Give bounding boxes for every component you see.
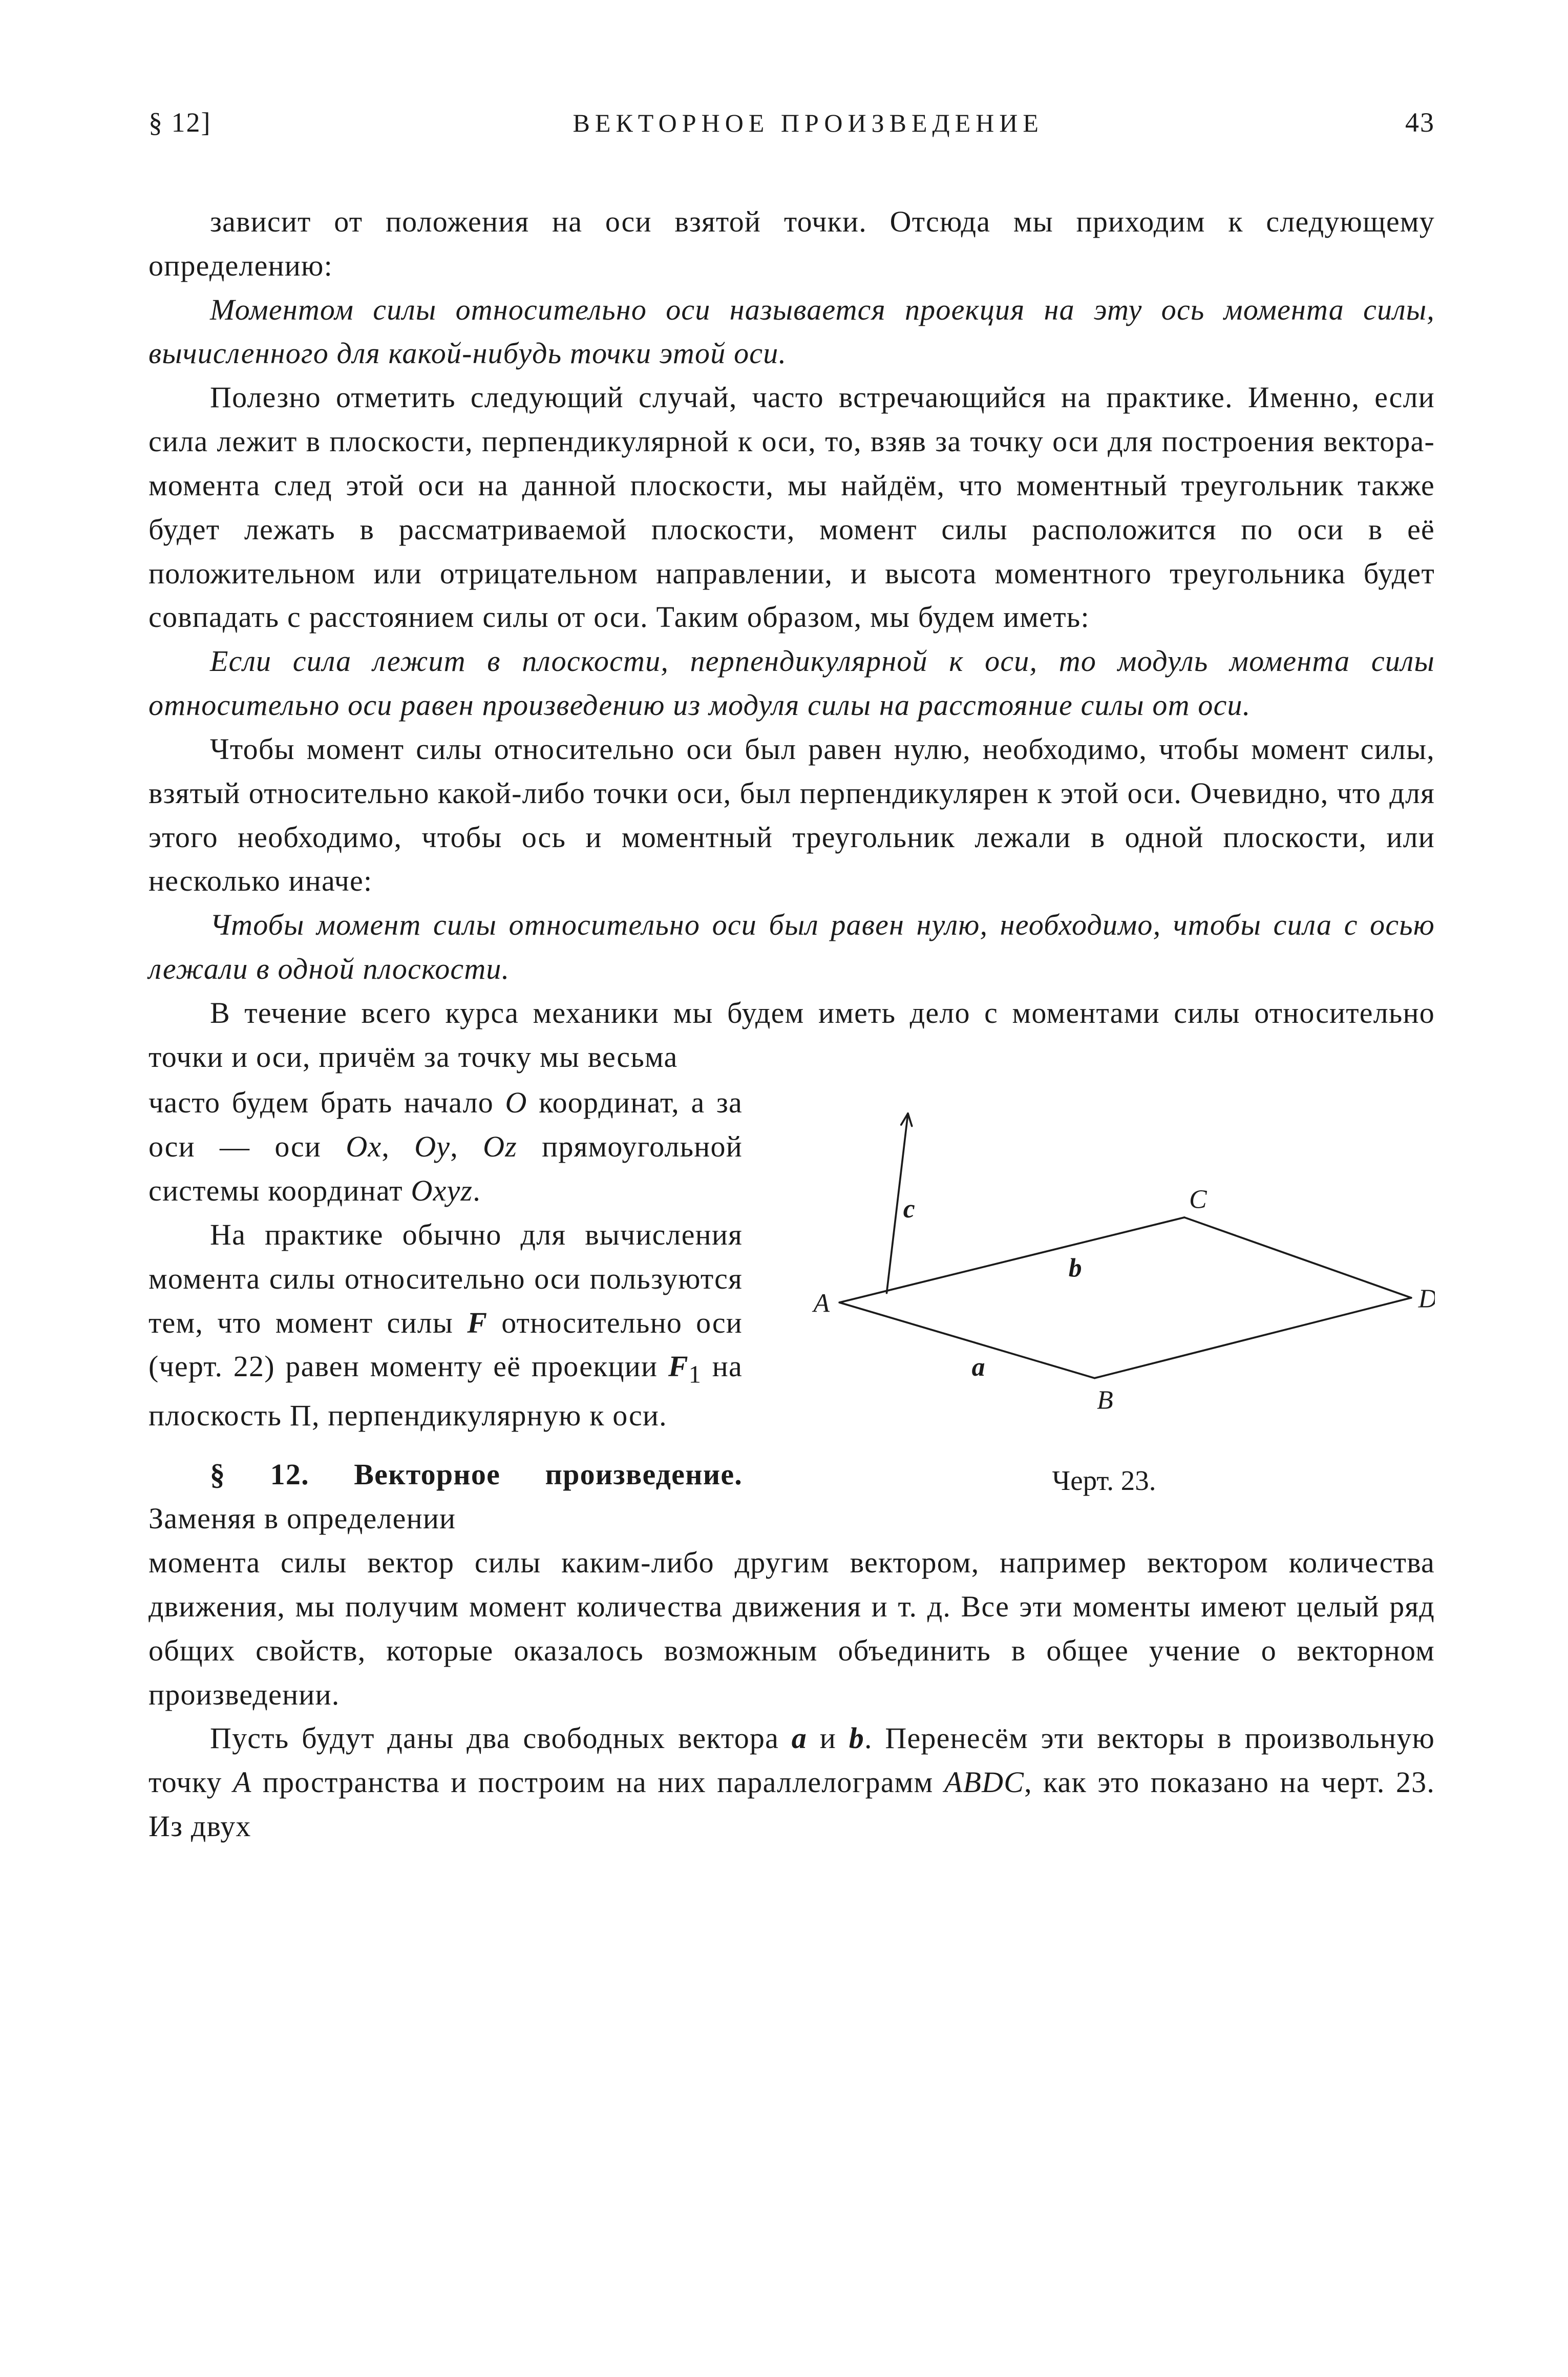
para-3: Полезно отметить следующий случай, часто…: [149, 375, 1435, 639]
text: Пусть будут даны два свободных вектора: [210, 1721, 792, 1755]
sym-ABDC: ABDC: [944, 1765, 1024, 1799]
para-7: В течение всего курса механики мы будем …: [149, 991, 1435, 1079]
sym-F: F: [467, 1306, 488, 1339]
text: ,: [382, 1130, 414, 1163]
para-5: Чтобы момент силы относительно оси был р…: [149, 727, 1435, 903]
svg-text:B: B: [1097, 1386, 1113, 1415]
sym-b: b: [849, 1721, 864, 1755]
sym-a: a: [792, 1721, 807, 1755]
figure-23-caption: Черт. 23.: [773, 1460, 1435, 1501]
header-page: 43: [1405, 102, 1435, 143]
para-1: зависит от положения на оси взятой точки…: [149, 200, 1435, 288]
section-12-title: § 12. Векторное произведение.: [210, 1458, 743, 1491]
text-figure-row: часто будем брать начало O координат, а …: [149, 1081, 1435, 1541]
sym-O: O: [505, 1086, 527, 1119]
text: и: [807, 1721, 849, 1755]
svg-text:A: A: [812, 1289, 830, 1318]
text: часто будем брать начало: [149, 1086, 505, 1119]
para-10: момента силы вектор силы каким-либо друг…: [149, 1541, 1435, 1716]
header-section: § 12]: [149, 102, 211, 143]
sym-A: A: [233, 1765, 252, 1799]
text: ,: [450, 1130, 483, 1163]
section-12-heading: § 12. Векторное произведение. Заменяя в …: [149, 1453, 743, 1541]
sym-Oxyz: Oxyz: [411, 1174, 473, 1207]
para-6-theorem: Чтобы момент силы относительно оси был р…: [149, 903, 1435, 991]
sym-F1-sub: 1: [689, 1361, 702, 1389]
page-header: § 12] ВЕКТОРНОЕ ПРОИЗВЕДЕНИЕ 43: [149, 102, 1435, 143]
para-4-theorem: Если сила лежит в плоскости, перпендикул…: [149, 639, 1435, 727]
sym-Oz: Oz: [483, 1130, 517, 1163]
header-title: ВЕКТОРНОЕ ПРОИЗВЕДЕНИЕ: [211, 104, 1405, 142]
section-12-tail: Заменяя в определении: [149, 1502, 456, 1535]
sym-Ox: Ox: [346, 1130, 382, 1163]
svg-text:D: D: [1418, 1285, 1435, 1314]
para-8: часто будем брать начало O координат, а …: [149, 1081, 743, 1212]
para-11: Пусть будут даны два свободных вектора a…: [149, 1716, 1435, 1848]
svg-text:c: c: [903, 1194, 915, 1224]
left-column: часто будем брать начало O координат, а …: [149, 1081, 743, 1541]
svg-text:C: C: [1189, 1185, 1207, 1214]
sym-F1: F: [668, 1350, 689, 1383]
svg-text:b: b: [1069, 1254, 1082, 1283]
text: пространства и построим на них параллело…: [252, 1765, 944, 1799]
figure-23: ABCDabc Черт. 23.: [773, 1081, 1435, 1490]
para-9: На практике обычно для вычисления момент…: [149, 1213, 743, 1437]
svg-text:a: a: [972, 1353, 985, 1382]
figure-23-svg: A B C Da b c: [773, 1081, 1435, 1439]
para-2-definition: Моментом силы относительно оси называетс…: [149, 288, 1435, 376]
sym-Oy: Oy: [414, 1130, 450, 1163]
text: .: [473, 1174, 481, 1207]
